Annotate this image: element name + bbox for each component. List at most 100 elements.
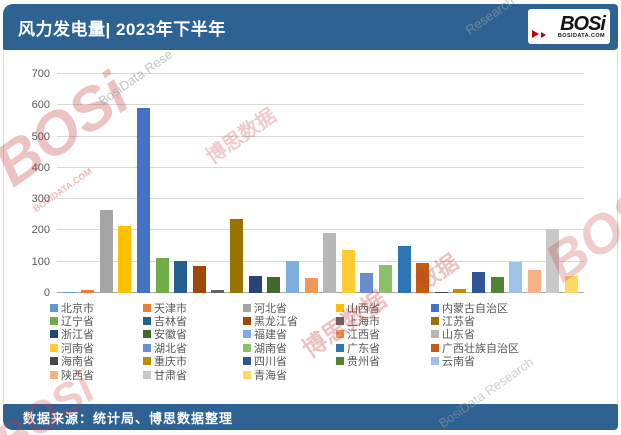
legend-label: 河南省: [61, 342, 94, 355]
legend-item-北京市: 北京市: [50, 301, 143, 315]
header-banner: 风力发电量| 2023年下半年 BOSi BOSIDATA.COM: [3, 4, 618, 50]
legend-swatch-icon: [243, 370, 251, 379]
legend-item-云南省: 云南省: [431, 355, 605, 368]
legend-item-广东省: 广东省: [336, 341, 431, 355]
plot-area: [57, 73, 584, 293]
logo-red-triangle-icon: [541, 32, 546, 38]
legend-label: 福建省: [254, 329, 287, 342]
gridline-700: [57, 73, 584, 74]
legend-label: 广东省: [347, 342, 380, 355]
bosi-logo: BOSi BOSIDATA.COM: [528, 9, 610, 44]
legend-label: 云南省: [442, 356, 475, 369]
legend-swatch-icon: [143, 303, 151, 312]
bar-福建省: [285, 260, 299, 293]
y-tick-label-0: 0: [43, 287, 50, 299]
y-tick-label-300: 300: [31, 193, 50, 206]
legend-label: 湖北省: [154, 342, 187, 355]
legend-item-陕西省: 陕西省: [50, 368, 143, 382]
legend-item-河北省: 河北省: [243, 301, 336, 315]
legend-label: 上海市: [347, 316, 380, 329]
bar-江西省: [304, 277, 318, 293]
bar-甘肃省: [546, 228, 560, 293]
bar-河南省: [341, 249, 355, 293]
data-source-text: 数据来源：统计局、博思数据整理: [23, 410, 234, 426]
gridline-0: [57, 292, 584, 293]
gridline-200: [57, 229, 584, 231]
bar-天津市: [81, 289, 95, 293]
legend-item-江苏省: 江苏省: [431, 314, 605, 329]
y-tick-label-700: 700: [31, 68, 50, 80]
legend-item-甘肃省: 甘肃省: [143, 368, 243, 382]
legend-label: 辽宁省: [61, 316, 94, 329]
gridline-100: [57, 260, 584, 262]
legend-label: 河北省: [254, 302, 287, 315]
legend-label: 甘肃省: [154, 369, 187, 382]
legend-swatch-icon: [50, 357, 58, 366]
legend-swatch-icon: [143, 317, 151, 326]
legend-item-山东省: 山东省: [431, 328, 605, 341]
legend-swatch-icon: [431, 357, 439, 366]
legend-swatch-icon: [50, 370, 58, 379]
legend-item-福建省: 福建省: [243, 328, 336, 341]
legend-swatch-icon: [143, 330, 151, 339]
legend-swatch-icon: [336, 303, 344, 312]
legend-item-安徽省: 安徽省: [143, 328, 243, 341]
bar-海南省: [434, 292, 448, 293]
legend-label: 安徽省: [154, 329, 187, 342]
bar-黑龙江省: [192, 266, 206, 293]
legend-label: 天津市: [154, 302, 187, 315]
y-tick-label-600: 600: [31, 99, 50, 112]
legend-label: 内蒙古自治区: [442, 302, 508, 315]
bar-上海市: [211, 290, 225, 293]
bar-北京市: [62, 292, 76, 293]
bar-山西省: [118, 226, 132, 293]
bar-辽宁省: [155, 257, 169, 293]
legend-label: 江西省: [347, 329, 380, 342]
legend-swatch-icon: [143, 357, 151, 366]
legend-label: 浙江省: [61, 329, 94, 342]
legend-item-吉林省: 吉林省: [143, 314, 243, 329]
y-tick-label-500: 500: [31, 130, 50, 143]
legend-swatch-icon: [336, 343, 344, 352]
legend-swatch-icon: [143, 370, 151, 379]
bar-贵州省: [490, 277, 504, 293]
bar-广西壮族自治区: [416, 263, 430, 293]
bar-云南省: [509, 261, 523, 293]
legend-item-天津市: 天津市: [143, 301, 243, 315]
legend-item-青海省: 青海省: [243, 368, 336, 382]
bar-吉林省: [174, 260, 188, 293]
bosi-logo-domain: BOSIDATA.COM: [557, 32, 605, 39]
bar-内蒙古自治区: [137, 108, 151, 293]
legend-item-重庆市: 重庆市: [143, 355, 243, 368]
bar-安徽省: [267, 276, 281, 293]
legend-label: 贵州省: [347, 356, 380, 369]
y-axis: 0 100 200 300 400 500 600 700: [0, 68, 50, 299]
bosi-logo-text: BOSi: [560, 12, 606, 35]
legend-swatch-icon: [243, 357, 251, 366]
legend-label: 吉林省: [154, 316, 187, 329]
legend-swatch-icon: [431, 303, 439, 312]
bar-series: [57, 74, 584, 293]
legend-item-辽宁省: 辽宁省: [50, 314, 143, 329]
legend-swatch-icon: [50, 317, 58, 326]
legend-label: 黑龙江省: [254, 316, 298, 329]
bar-青海省: [565, 275, 579, 293]
legend-item-黑龙江省: 黑龙江省: [243, 314, 336, 329]
legend-item-湖南省: 湖南省: [243, 341, 336, 355]
legend-label: 陕西省: [61, 369, 94, 382]
gridline-400: [57, 166, 584, 168]
legend-swatch-icon: [50, 330, 58, 339]
legend-label: 山东省: [442, 329, 475, 342]
legend-item-湖北省: 湖北省: [143, 341, 243, 355]
legend-label: 海南省: [61, 356, 94, 369]
legend: 北京市 天津市 河北省 山西省 内蒙古自治区 辽宁省 吉林省 黑龙江省 上海市 江苏省 浙江省 安徽省…: [50, 301, 605, 382]
legend-label: 江苏省: [442, 316, 475, 329]
legend-swatch-icon: [431, 343, 439, 352]
bar-重庆市: [453, 288, 467, 293]
legend-swatch-icon: [336, 357, 344, 366]
legend-item-内蒙古自治区: 内蒙古自治区: [431, 301, 605, 315]
legend-label: 青海省: [254, 369, 287, 382]
footer-banner: 数据来源：统计局、博思数据整理: [3, 404, 618, 430]
legend-label: 重庆市: [154, 356, 187, 369]
